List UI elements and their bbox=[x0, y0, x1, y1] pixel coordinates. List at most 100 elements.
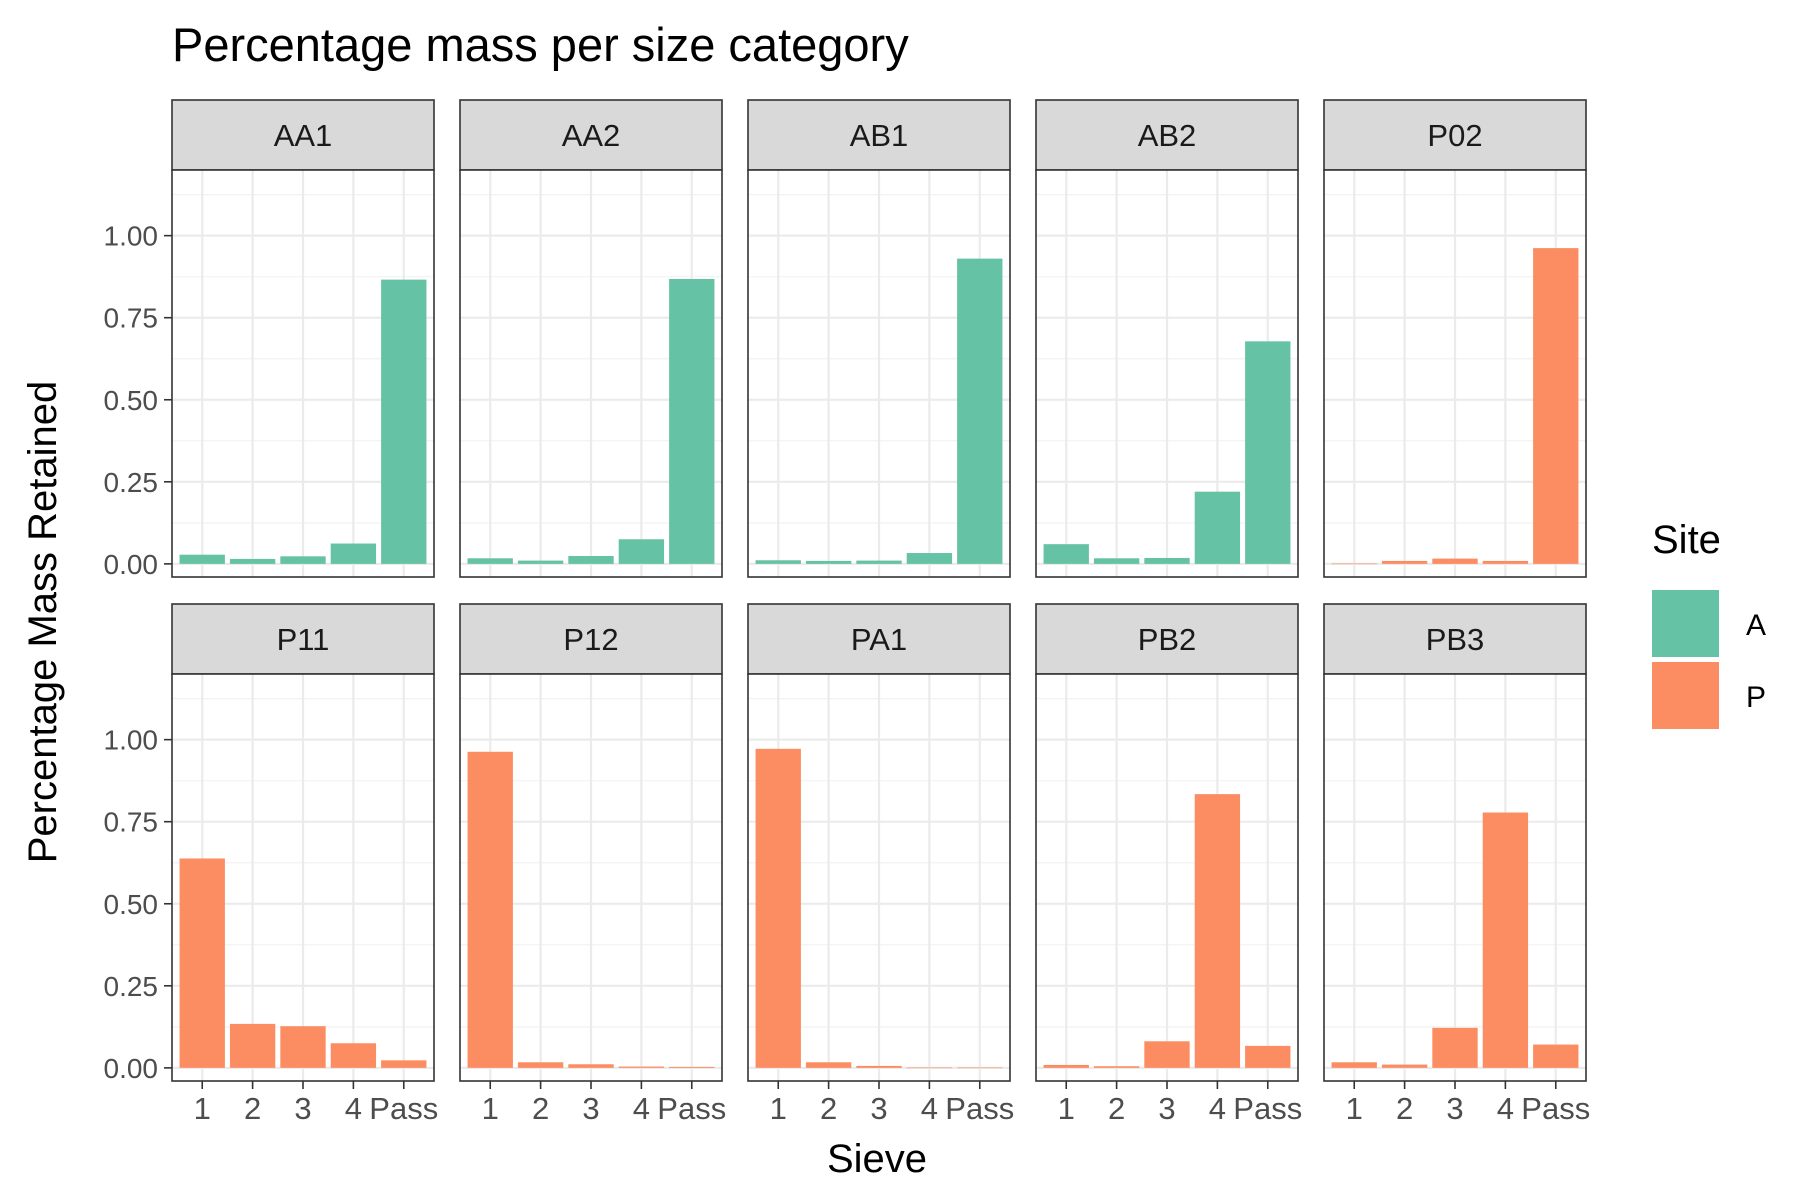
bar-ab2-1 bbox=[1043, 544, 1089, 564]
strip-background bbox=[1323, 99, 1587, 171]
x-tick-label: 1 bbox=[770, 1091, 787, 1126]
bar-p02-4 bbox=[1482, 560, 1529, 564]
bar-aa2-3 bbox=[568, 555, 614, 564]
bar-pb2-4 bbox=[1194, 794, 1241, 1068]
bar-p02-pass bbox=[1533, 248, 1579, 564]
legend-title: Site bbox=[1652, 518, 1721, 562]
bar-ab1-4 bbox=[906, 553, 953, 564]
strip-background bbox=[1323, 603, 1587, 675]
y-axis-title: Percentage Mass Retained bbox=[21, 381, 65, 864]
bar-p02-3 bbox=[1432, 558, 1478, 564]
y-tick-label: 0.50 bbox=[104, 385, 159, 416]
strip-background bbox=[459, 99, 723, 171]
x-tick-label: 2 bbox=[532, 1091, 549, 1126]
strip-background bbox=[747, 99, 1011, 171]
bar-ab2-3 bbox=[1144, 557, 1190, 564]
y-tick-label: 0.25 bbox=[104, 971, 159, 1002]
bar-aa2-pass bbox=[669, 278, 715, 564]
y-tick-label: 1.00 bbox=[104, 221, 159, 252]
x-tick-label: 3 bbox=[1158, 1091, 1175, 1126]
y-tick-label: 1.00 bbox=[104, 725, 159, 756]
strip-background bbox=[171, 603, 435, 675]
x-axis-title: Sieve bbox=[827, 1137, 927, 1181]
y-tick-label: 0.50 bbox=[104, 889, 159, 920]
bar-p12-1 bbox=[467, 751, 513, 1068]
bar-pa1-1 bbox=[755, 748, 801, 1068]
bar-ab2-4 bbox=[1194, 491, 1241, 564]
y-tick-label: 0.75 bbox=[104, 303, 159, 334]
bar-ab2-pass bbox=[1245, 341, 1291, 564]
x-tick-label: Pass bbox=[657, 1091, 726, 1126]
bar-pb3-2 bbox=[1381, 1064, 1428, 1068]
x-tick-label: 1 bbox=[482, 1091, 499, 1126]
bar-p11-3 bbox=[280, 1026, 326, 1068]
bar-pb2-3 bbox=[1144, 1041, 1190, 1068]
chart-title: Percentage mass per size category bbox=[172, 18, 909, 71]
x-tick-label: 3 bbox=[870, 1091, 887, 1126]
bar-aa1-1 bbox=[179, 554, 225, 564]
bar-aa1-3 bbox=[280, 556, 326, 564]
bar-aa1-4 bbox=[330, 543, 377, 564]
bar-aa2-4 bbox=[618, 539, 665, 564]
strip-label: PB2 bbox=[1138, 622, 1197, 657]
x-tick-label: 4 bbox=[1497, 1091, 1514, 1126]
panel-pb3: PB3 1 2 3 4 Pass bbox=[1323, 603, 1590, 1126]
x-tick-label: 2 bbox=[244, 1091, 261, 1126]
x-tick-label: Pass bbox=[1521, 1091, 1590, 1126]
legend-label: P bbox=[1746, 681, 1766, 714]
panel-p12: P12 1 2 3 4 Pass bbox=[459, 603, 726, 1126]
bar-ab1-1 bbox=[755, 560, 801, 564]
legend-items: AP bbox=[1652, 590, 1766, 729]
strip-background bbox=[747, 603, 1011, 675]
x-tick-label: 4 bbox=[345, 1091, 362, 1126]
bar-aa1-2 bbox=[229, 558, 276, 564]
strip-label: AA2 bbox=[562, 118, 621, 153]
panel-aa2: AA2 bbox=[459, 99, 723, 578]
x-tick-label: 2 bbox=[1108, 1091, 1125, 1126]
x-tick-label: 4 bbox=[633, 1091, 650, 1126]
strip-label: PB3 bbox=[1426, 622, 1485, 657]
strip-label: P12 bbox=[563, 622, 618, 657]
panel-ab2: AB2 bbox=[1035, 99, 1299, 578]
strip-label: P02 bbox=[1427, 118, 1482, 153]
bar-p12-pass bbox=[669, 1066, 715, 1068]
panel-border bbox=[747, 169, 1011, 578]
bar-pb2-pass bbox=[1245, 1045, 1291, 1068]
x-tick-label: 3 bbox=[1446, 1091, 1463, 1126]
bar-pb2-2 bbox=[1093, 1066, 1140, 1068]
x-tick-label: 2 bbox=[1396, 1091, 1413, 1126]
bar-pb3-4 bbox=[1482, 812, 1529, 1068]
y-tick-label: 0.00 bbox=[104, 1053, 159, 1084]
bar-pb3-1 bbox=[1331, 1062, 1377, 1068]
x-tick-label: 1 bbox=[1058, 1091, 1075, 1126]
bar-p11-2 bbox=[229, 1023, 276, 1068]
strip-label: PA1 bbox=[851, 622, 907, 657]
bar-p02-2 bbox=[1381, 560, 1428, 564]
strip-label: AB2 bbox=[1138, 118, 1197, 153]
strip-label: P11 bbox=[277, 622, 330, 657]
legend-key-a bbox=[1652, 590, 1719, 657]
panel-p02: P02 bbox=[1323, 99, 1587, 578]
panel-border bbox=[459, 169, 723, 578]
bar-p12-3 bbox=[568, 1064, 614, 1068]
bar-aa1-pass bbox=[381, 279, 427, 564]
x-tick-label: 1 bbox=[1346, 1091, 1363, 1126]
panel-border bbox=[171, 169, 435, 578]
panels-group: AA1 0.00 0.25 0.50 0.75 1.00 AA2 AB1 AB2 P02 P11 0.… bbox=[104, 99, 1590, 1126]
x-tick-label: Pass bbox=[945, 1091, 1014, 1126]
x-tick-label: 3 bbox=[294, 1091, 311, 1126]
bar-ab2-2 bbox=[1093, 558, 1140, 564]
bar-p11-4 bbox=[330, 1043, 377, 1068]
panel-pb2: PB2 1 2 3 4 Pass bbox=[1035, 603, 1302, 1126]
strip-background bbox=[1035, 603, 1299, 675]
y-tick-label: 0.00 bbox=[104, 549, 159, 580]
x-tick-label: 3 bbox=[582, 1091, 599, 1126]
bar-pa1-2 bbox=[805, 1062, 852, 1068]
panel-border bbox=[1035, 169, 1299, 578]
bar-ab1-2 bbox=[805, 560, 852, 564]
bar-pa1-3 bbox=[856, 1065, 902, 1068]
panel-aa1: AA1 0.00 0.25 0.50 0.75 1.00 bbox=[104, 99, 435, 580]
strip-label: AB1 bbox=[850, 118, 909, 153]
bar-pb3-pass bbox=[1533, 1044, 1579, 1068]
